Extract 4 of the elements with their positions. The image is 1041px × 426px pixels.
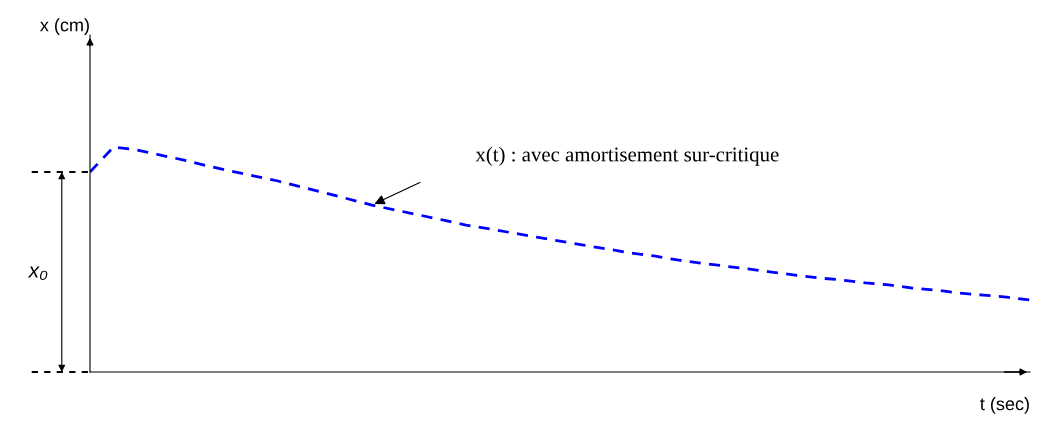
text: x₀: [27, 266, 48, 280]
text: x (cm): [40, 18, 89, 35]
x-axis-title: t (sec): [980, 397, 1029, 414]
annotation: x(t) : avec amortisement sur-critique: [475, 146, 779, 166]
